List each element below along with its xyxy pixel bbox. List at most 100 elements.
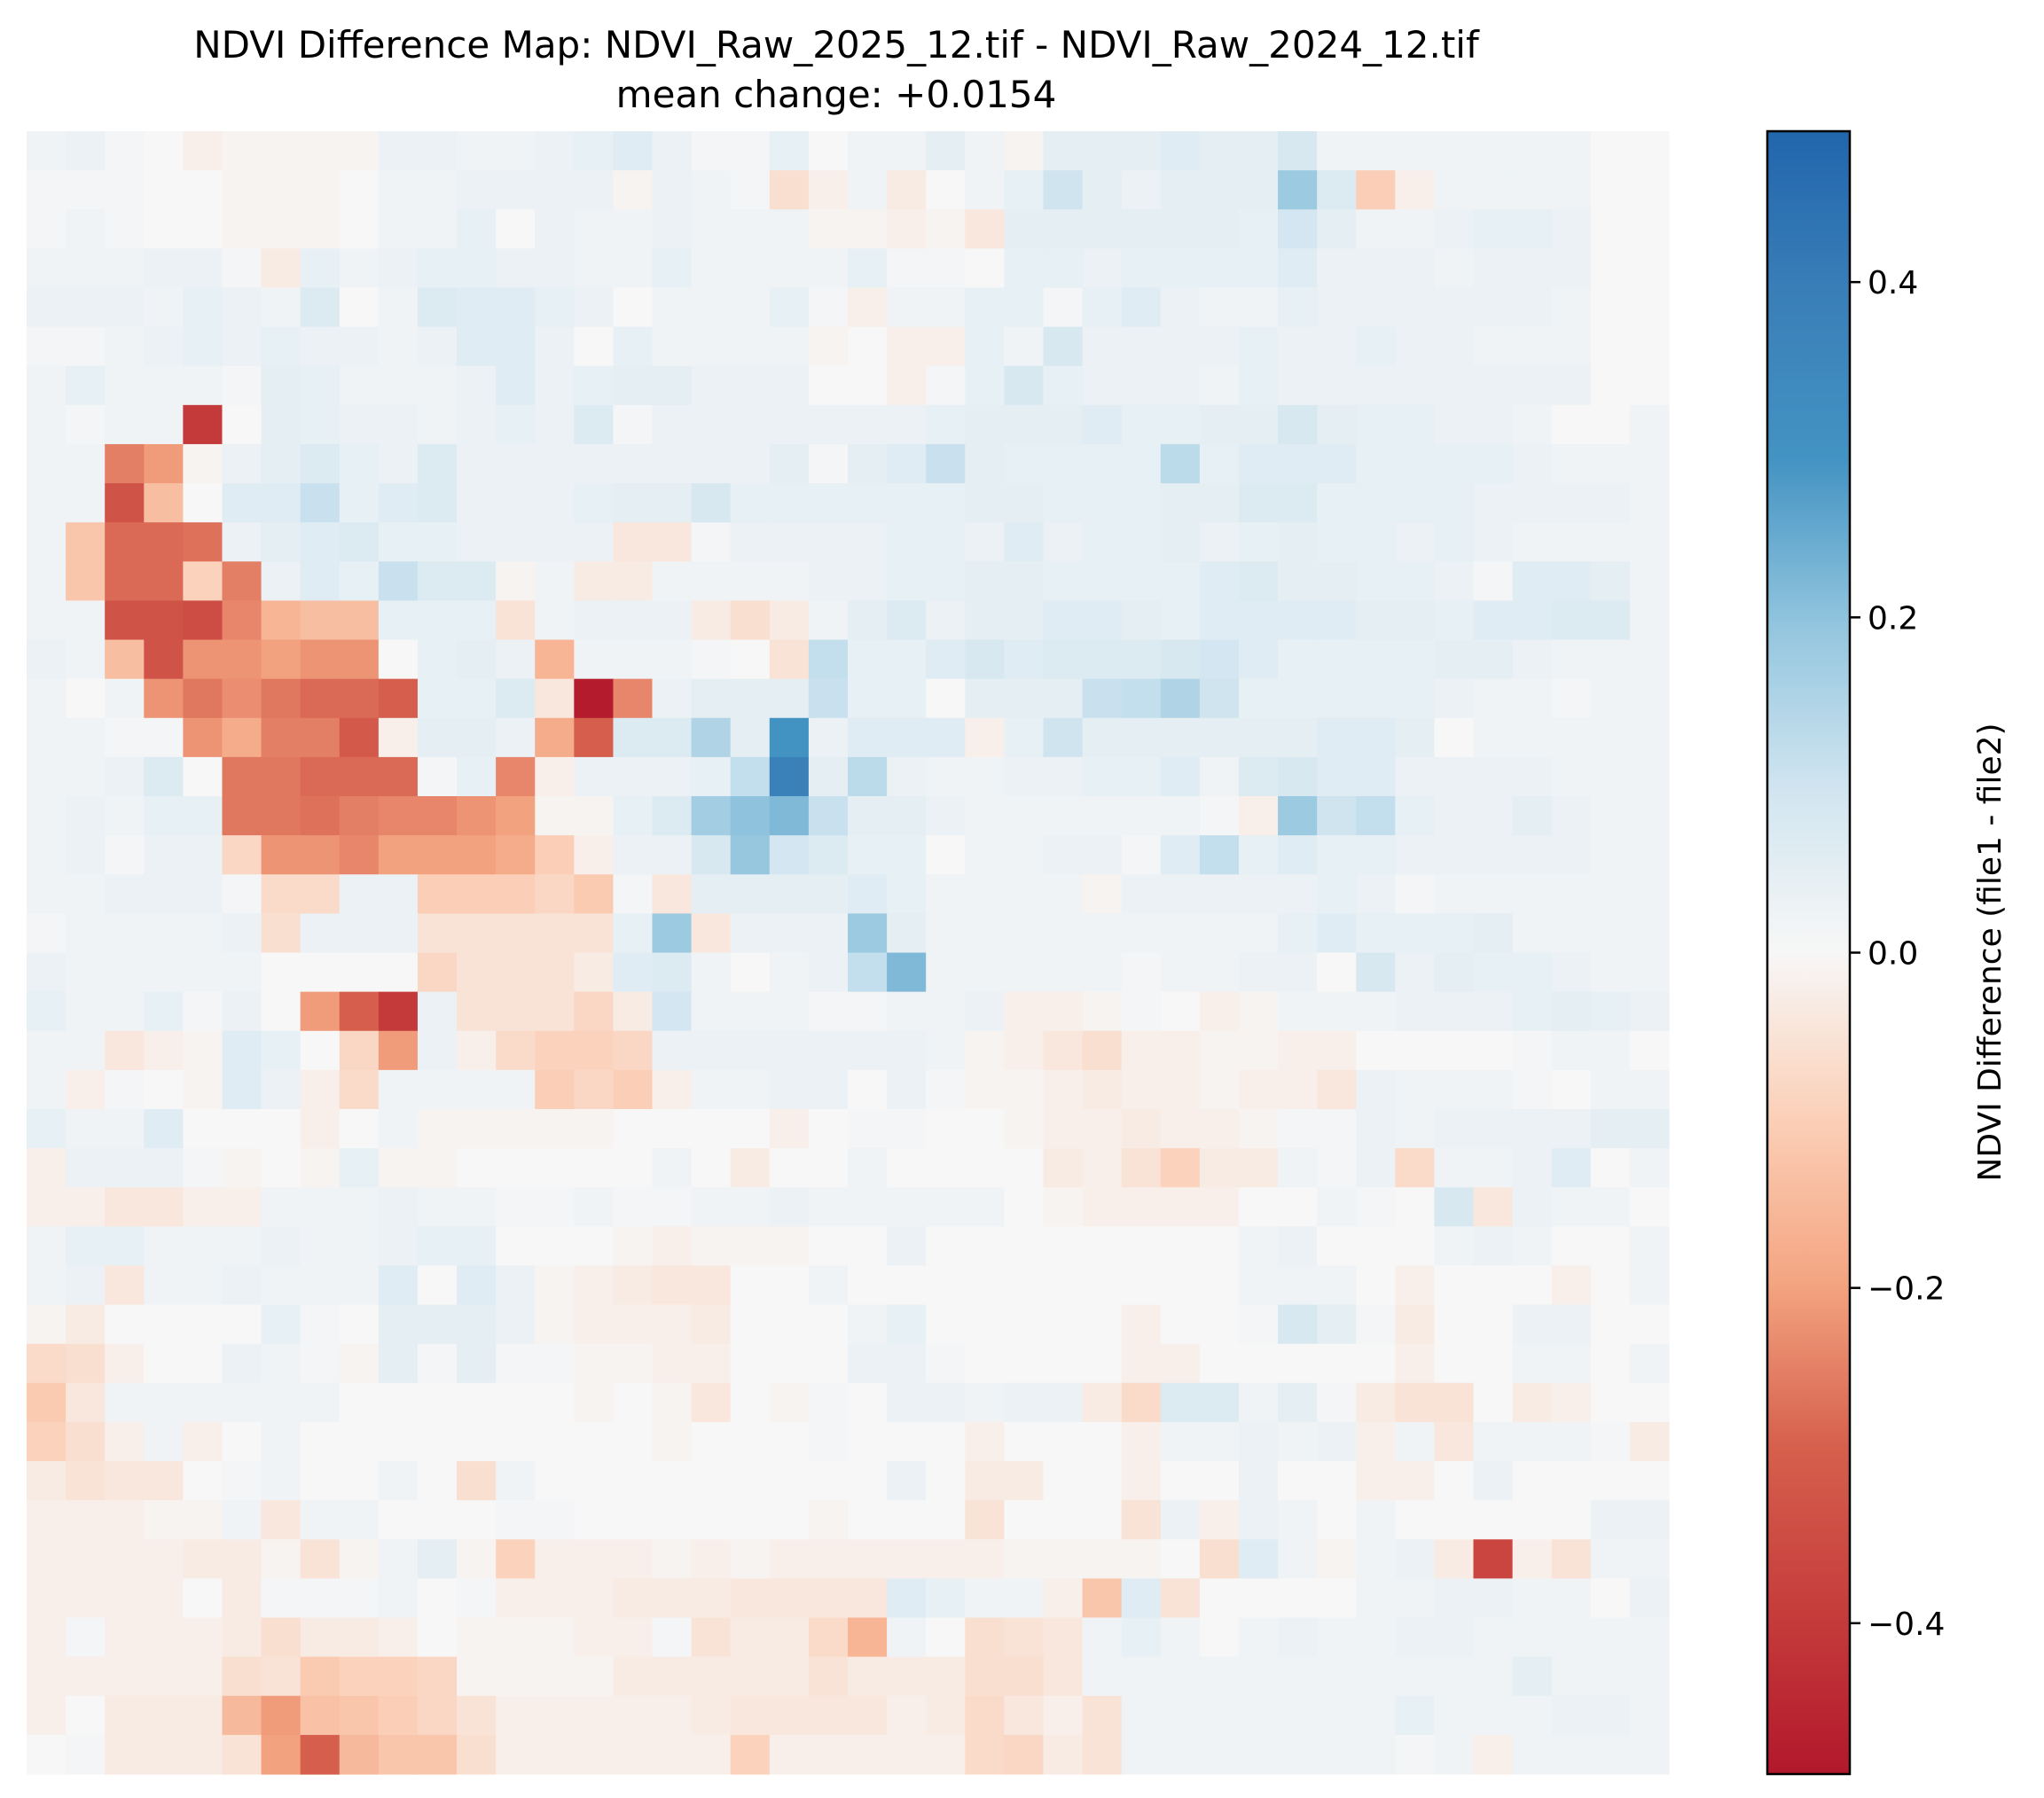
heatmap-cell xyxy=(1512,678,1553,719)
heatmap-cell xyxy=(1317,1695,1357,1736)
heatmap-cell xyxy=(652,1500,693,1540)
heatmap-cell xyxy=(183,1069,223,1110)
heatmap-cell xyxy=(574,404,615,445)
heatmap-cell xyxy=(965,1030,1005,1071)
heatmap-cell xyxy=(1238,717,1279,758)
heatmap-cell xyxy=(574,1148,615,1188)
heatmap-cell xyxy=(1551,1304,1592,1345)
heatmap-cell xyxy=(1121,796,1162,836)
heatmap-cell xyxy=(691,326,732,367)
heatmap-cell xyxy=(730,1265,771,1306)
heatmap-cell xyxy=(652,1343,693,1384)
heatmap-cell xyxy=(183,1695,223,1736)
heatmap-cell xyxy=(378,1578,419,1619)
heatmap-cell xyxy=(808,131,849,171)
heatmap-cell xyxy=(1473,326,1514,367)
heatmap-cell xyxy=(926,1578,966,1619)
heatmap-cell xyxy=(1160,717,1201,758)
heatmap-cell xyxy=(1160,678,1201,719)
heatmap-cell xyxy=(1082,1461,1123,1501)
heatmap-cell xyxy=(1160,639,1201,680)
heatmap-cell xyxy=(1121,1617,1162,1658)
heatmap-cell xyxy=(1121,835,1162,875)
heatmap-cell xyxy=(1356,991,1396,1032)
heatmap-cell xyxy=(496,1734,536,1775)
heatmap-cell xyxy=(378,248,419,289)
heatmap-cell xyxy=(1590,1617,1631,1658)
heatmap-cell xyxy=(535,600,575,641)
heatmap-cell xyxy=(496,326,536,367)
heatmap-cell xyxy=(261,131,302,171)
heatmap-cell xyxy=(535,1578,575,1619)
heatmap-cell xyxy=(1238,1226,1279,1267)
heatmap-cell xyxy=(1082,1069,1123,1110)
heatmap-cell xyxy=(926,287,966,328)
heatmap-cell xyxy=(1590,913,1631,954)
heatmap-cell xyxy=(926,600,966,641)
heatmap-cell xyxy=(496,1069,536,1110)
heatmap-cell xyxy=(1160,365,1201,406)
heatmap-cell xyxy=(1160,1226,1201,1267)
heatmap-cell xyxy=(417,678,458,719)
heatmap-cell xyxy=(691,1343,732,1384)
heatmap-cell xyxy=(1395,483,1436,523)
heatmap-cell xyxy=(1082,404,1123,445)
heatmap-cell xyxy=(652,1148,693,1188)
heatmap-cell xyxy=(1434,639,1475,680)
heatmap-cell xyxy=(613,1734,654,1775)
heatmap-cell xyxy=(848,522,888,562)
heatmap-cell xyxy=(1434,365,1475,406)
heatmap-cell xyxy=(300,913,341,954)
heatmap-cell xyxy=(1082,1734,1123,1775)
heatmap-cell xyxy=(1434,209,1475,249)
heatmap-cell xyxy=(848,1421,888,1462)
heatmap-cell xyxy=(1160,1421,1201,1462)
heatmap-cell xyxy=(1395,1382,1436,1423)
heatmap-cell xyxy=(1043,1265,1084,1306)
heatmap-cell xyxy=(1434,248,1475,289)
heatmap-cell xyxy=(496,365,536,406)
heatmap-cell xyxy=(1160,287,1201,328)
heatmap-cell xyxy=(183,1226,223,1267)
heatmap-cell xyxy=(1473,1421,1514,1462)
heatmap-cell xyxy=(965,1578,1005,1619)
heatmap-cell xyxy=(848,1343,888,1384)
heatmap-cell xyxy=(1317,365,1357,406)
heatmap-cell xyxy=(965,1148,1005,1188)
heatmap-cell xyxy=(105,717,145,758)
heatmap-cell xyxy=(652,991,693,1032)
heatmap-cell xyxy=(1121,600,1162,641)
heatmap-cell xyxy=(1121,209,1162,249)
heatmap-cell xyxy=(1199,1304,1240,1345)
heatmap-cell xyxy=(1512,1304,1553,1345)
heatmap-cell xyxy=(339,913,380,954)
heatmap-cell xyxy=(730,1539,771,1580)
heatmap-cell xyxy=(339,1461,380,1501)
colorbar-label: NDVI Difference (file1 - file2) xyxy=(1972,723,2009,1181)
heatmap-cell xyxy=(222,1578,262,1619)
heatmap-cell xyxy=(535,717,575,758)
heatmap-cell xyxy=(1238,1030,1279,1071)
heatmap-cell xyxy=(1317,443,1357,484)
heatmap-cell xyxy=(378,1656,419,1697)
heatmap-cell xyxy=(1512,248,1553,289)
heatmap-cell xyxy=(1278,1343,1318,1384)
heatmap-cell xyxy=(457,131,497,171)
heatmap-cell xyxy=(887,326,927,367)
heatmap-cell xyxy=(144,1382,184,1423)
heatmap-cell xyxy=(457,1108,497,1149)
heatmap-cell xyxy=(183,404,223,445)
heatmap-cell xyxy=(613,1539,654,1580)
heatmap-cell xyxy=(1395,1421,1436,1462)
heatmap-cell xyxy=(66,248,106,289)
heatmap-cell xyxy=(769,1656,810,1697)
heatmap-cell xyxy=(27,874,67,914)
heatmap-cell xyxy=(378,209,419,249)
heatmap-cell xyxy=(1278,209,1318,249)
heatmap-cell xyxy=(1160,522,1201,562)
heatmap-cell xyxy=(535,1500,575,1540)
heatmap-cell xyxy=(1317,639,1357,680)
heatmap-cell xyxy=(926,756,966,797)
heatmap-cell xyxy=(574,1421,615,1462)
heatmap-cell xyxy=(417,483,458,523)
